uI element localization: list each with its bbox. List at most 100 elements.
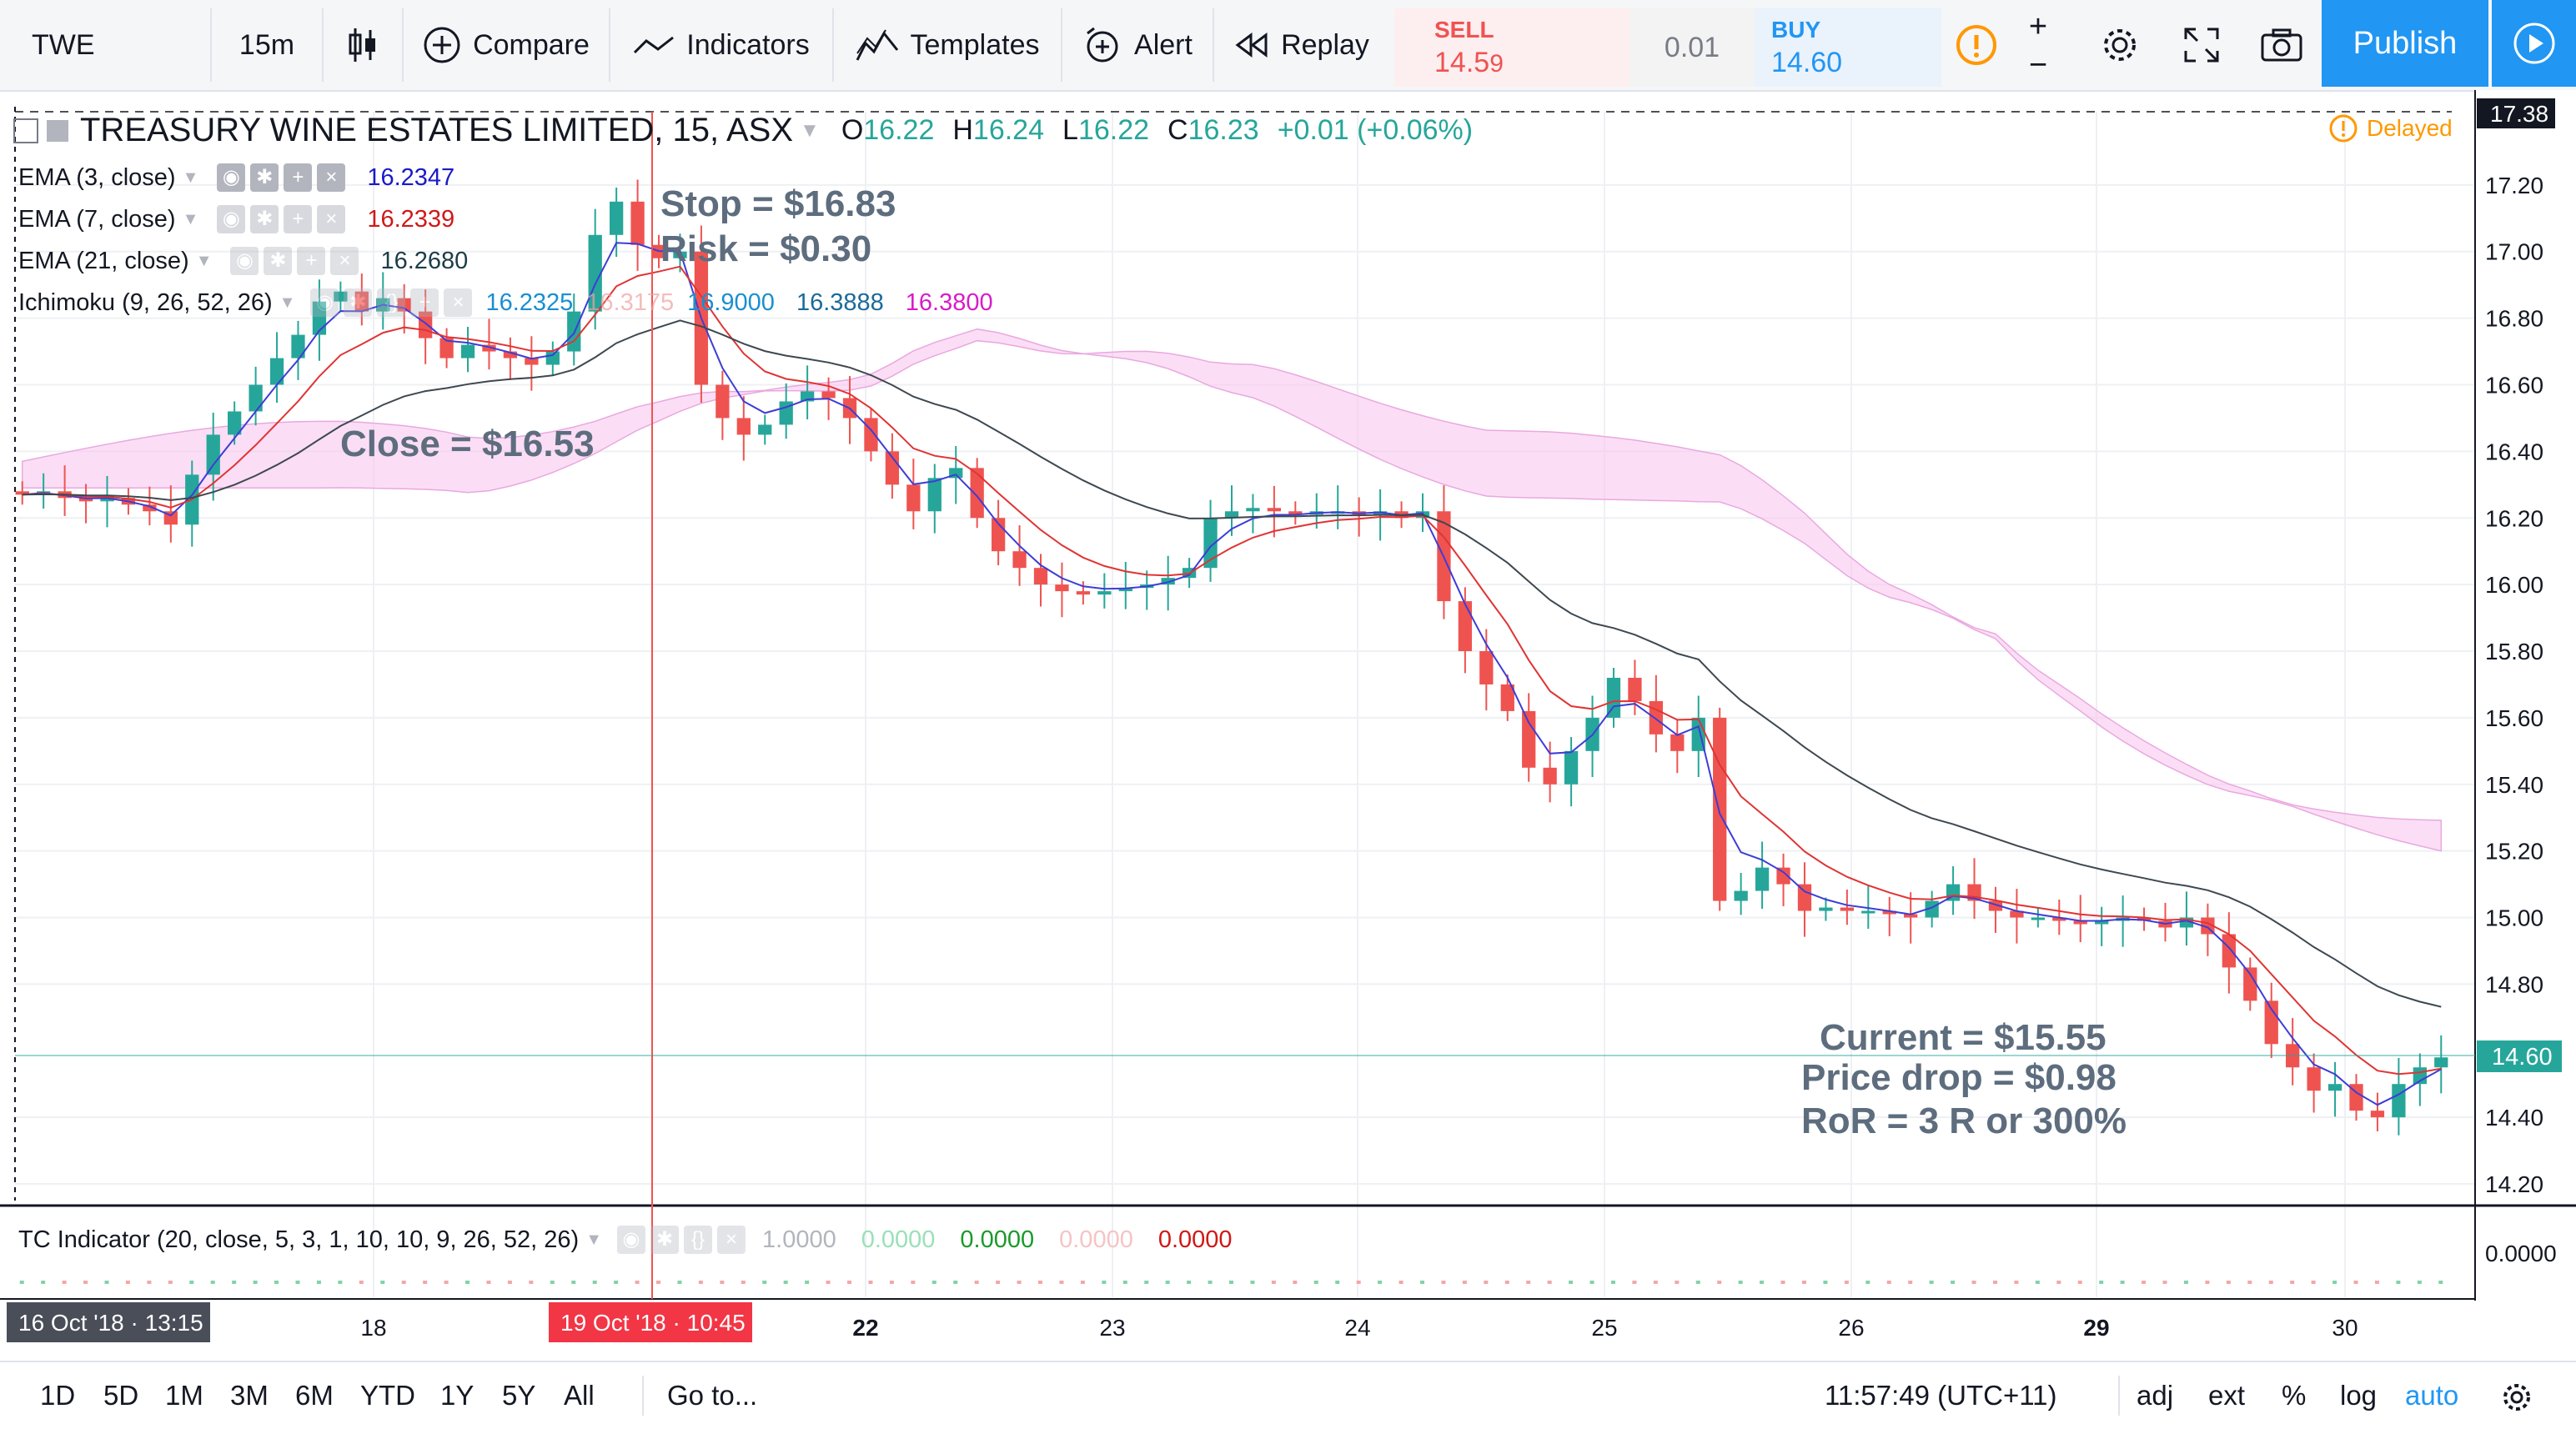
replay-button[interactable]: Replay <box>1214 8 1389 82</box>
price-tick-label: 15.60 <box>2485 705 2543 731</box>
gear-icon[interactable]: ✱ <box>264 247 293 275</box>
gear-icon[interactable]: ✱ <box>650 1226 680 1254</box>
axis-settings-button[interactable] <box>2500 1362 2533 1429</box>
sell-price: 14.5 <box>1434 47 1490 78</box>
oscillator-marker <box>1886 1281 1891 1284</box>
close-icon[interactable]: × <box>444 288 473 317</box>
ichimoku-legend[interactable]: Ichimoku (9, 26, 52, 26) ▼ ◉ ✱{} + × 16.232… <box>18 288 993 317</box>
range-1d[interactable]: 1D <box>40 1380 76 1411</box>
indicators-button[interactable]: Indicators <box>610 8 832 82</box>
alert-button[interactable]: Alert <box>1062 8 1213 82</box>
plus-icon[interactable]: + <box>297 247 326 275</box>
ichimoku-value-4: 16.3888 <box>796 288 884 316</box>
interval-label: 15m <box>239 28 295 61</box>
candle-body <box>1097 591 1112 595</box>
oscillator-marker <box>783 1281 788 1284</box>
range-5d[interactable]: 5D <box>103 1380 139 1411</box>
clock-display[interactable]: 11:57:49 (UTC+11) <box>1825 1380 2057 1411</box>
oscillator-marker <box>380 1281 385 1284</box>
range-ytd[interactable]: YTD <box>360 1380 415 1411</box>
eye-icon[interactable]: ◉ <box>217 205 246 233</box>
delayed-badge[interactable]: Delayed <box>2328 113 2453 143</box>
candle-body <box>1840 907 1855 911</box>
range-1m[interactable]: 1M <box>165 1380 203 1411</box>
candle-body <box>1797 884 1812 911</box>
range-5y[interactable]: 5Y <box>502 1380 536 1411</box>
plus-icon[interactable]: + <box>284 163 313 192</box>
ema21-legend[interactable]: EMA (21, close) ▼ ◉ ✱ + × 16.2680 <box>18 247 469 275</box>
oscillator-marker <box>614 1281 619 1284</box>
plus-icon[interactable]: + <box>284 205 313 233</box>
gear-icon[interactable]: ✱ <box>344 288 373 317</box>
plus-icon[interactable]: + <box>410 288 439 317</box>
collapse-icon[interactable] <box>13 118 38 143</box>
snapshot-button[interactable] <box>2243 8 2320 82</box>
eye-icon[interactable]: ◉ <box>217 163 246 192</box>
price-tick-label: 14.40 <box>2485 1105 2543 1131</box>
oscillator-marker <box>868 1281 873 1284</box>
symbol-search[interactable]: TWE <box>0 8 208 82</box>
current-price-marker: 14.60 <box>2492 1044 2553 1070</box>
oscillator-marker <box>1695 1281 1700 1284</box>
candle-body <box>2327 1084 2343 1091</box>
publish-button[interactable]: Publish <box>2322 0 2488 87</box>
close-icon[interactable]: × <box>317 163 346 192</box>
ema3-legend[interactable]: EMA (3, close) ▼ ◉ ✱ + × 16.2347 <box>18 163 455 192</box>
braces-icon[interactable]: {} <box>377 288 406 317</box>
candle-body <box>1267 508 1282 512</box>
goto-button[interactable]: Go to... <box>667 1380 758 1411</box>
oscillator-marker <box>1717 1281 1722 1284</box>
compare-button[interactable]: Compare <box>404 8 609 82</box>
candle-body <box>885 451 900 485</box>
title-dropdown-icon[interactable]: ▼ <box>800 118 820 142</box>
ema7-legend[interactable]: EMA (7, close) ▼ ◉ ✱ + × 16.2339 <box>18 205 455 233</box>
info-button[interactable] <box>1943 8 2010 82</box>
buy-button[interactable]: BUY 14.60 <box>1755 8 1941 87</box>
eye-icon[interactable]: ◉ <box>617 1226 646 1254</box>
adj-toggle[interactable]: adj <box>2137 1380 2174 1411</box>
time-tick-label: 22 <box>852 1315 878 1341</box>
fullscreen-button[interactable] <box>2162 8 2242 82</box>
gear-icon[interactable]: ✱ <box>250 163 279 192</box>
interval-button[interactable]: 15m <box>212 8 322 82</box>
percent-toggle[interactable]: % <box>2282 1380 2307 1411</box>
ichimoku-value-2: 16.3175 <box>586 288 675 316</box>
ext-toggle[interactable]: ext <box>2208 1380 2246 1411</box>
range-1y[interactable]: 1Y <box>440 1380 475 1411</box>
chart-type-button[interactable] <box>324 8 402 82</box>
settings-button[interactable] <box>2080 8 2160 82</box>
log-toggle[interactable]: log <box>2340 1380 2378 1411</box>
price-chart[interactable]: 17.38 14.60 16 Oct '18 · 13:15 19 Oct '1… <box>0 90 2576 1361</box>
sell-button[interactable]: SELL 14.59 <box>1394 8 1629 87</box>
close-icon[interactable]: × <box>330 247 359 275</box>
oscillator-marker <box>1187 1281 1192 1284</box>
crosshair-time-marker: 19 Oct '18 · 10:45 <box>560 1310 746 1336</box>
tc-indicator-legend[interactable]: TC Indicator (20, close, 5, 3, 1, 10, 10… <box>18 1226 1233 1254</box>
eye-icon[interactable]: ◉ <box>230 247 259 275</box>
close-icon[interactable]: × <box>317 205 346 233</box>
candle-body <box>1734 890 1748 901</box>
chart-title: TREASURY WINE ESTATES LIMITED, 15, ASX <box>80 112 794 148</box>
tc-value-1: 1.0000 <box>762 1226 836 1253</box>
gear-icon[interactable]: ✱ <box>250 205 279 233</box>
oscillator-marker <box>2268 1281 2273 1284</box>
qty-plus-button[interactable]: + <box>2028 8 2048 44</box>
templates-button[interactable]: Templates <box>834 8 1061 82</box>
range-all[interactable]: All <box>564 1380 595 1411</box>
time-axis-ticks: 18 22 23 24 25 26 29 30 <box>360 1315 2358 1341</box>
eye-icon[interactable]: ◉ <box>310 288 339 317</box>
play-circle-icon <box>2513 23 2554 64</box>
oscillator-marker <box>1760 1281 1765 1284</box>
range-3m[interactable]: 3M <box>230 1380 269 1411</box>
braces-icon[interactable]: {} <box>684 1226 713 1254</box>
qty-minus-button[interactable]: − <box>2028 47 2048 83</box>
close-icon[interactable]: × <box>717 1226 746 1254</box>
candle-body <box>2052 917 2066 921</box>
range-6m[interactable]: 6M <box>295 1380 334 1411</box>
play-button[interactable] <box>2492 0 2576 87</box>
oscillator-marker <box>911 1281 916 1284</box>
spread-value: 0.01 <box>1629 8 1755 87</box>
ema7-value: 16.2339 <box>367 205 455 233</box>
auto-toggle[interactable]: auto <box>2405 1380 2459 1411</box>
candle-body <box>2264 1000 2278 1045</box>
